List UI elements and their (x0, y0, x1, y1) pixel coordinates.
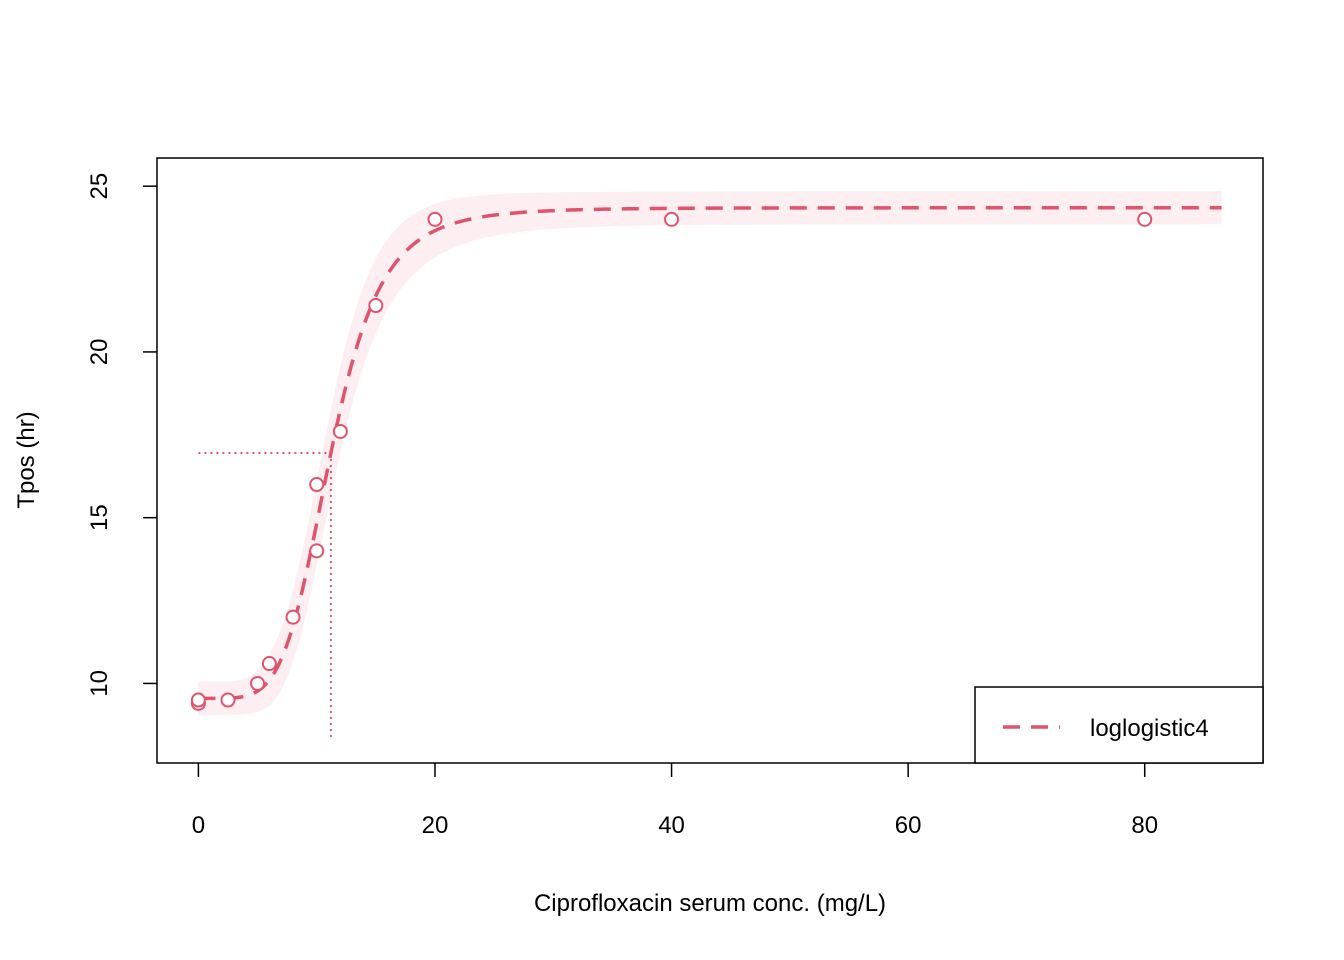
observation-points (190, 211, 1153, 711)
y-tick-label-0: 10 (86, 670, 113, 697)
data-point-2 (220, 692, 236, 708)
x-tick-label-1: 20 (422, 812, 449, 839)
data-point-12 (1137, 211, 1153, 227)
data-point-8 (332, 423, 348, 439)
data-point-5 (285, 609, 301, 625)
data-point-7 (309, 477, 325, 493)
legend-label-loglogistic4: loglogistic4 (1090, 715, 1209, 742)
data-point-10 (427, 211, 443, 227)
legend-box (974, 686, 1264, 764)
legend: loglogistic4 (974, 686, 1264, 764)
x-tick-label-3: 60 (895, 812, 922, 839)
x-tick-label-0: 0 (192, 812, 205, 839)
x-tick-label-4: 80 (1131, 812, 1158, 839)
y-tick-label-2: 20 (86, 339, 113, 366)
data-point-4 (261, 656, 277, 672)
x-axis-label: Ciprofloxacin serum conc. (mg/L) (534, 890, 886, 917)
fitted-curve-layer (198, 205, 1222, 701)
data-point-9 (368, 298, 384, 314)
data-point-3 (250, 675, 266, 691)
confidence-band-layer (198, 191, 1222, 742)
data-point-11 (664, 211, 680, 227)
data-point-1 (190, 692, 206, 708)
data-point-6 (309, 543, 325, 559)
x-tick-label-2: 40 (658, 812, 685, 839)
axes: 0 20 40 60 80 10 15 20 25 (86, 157, 1264, 839)
y-tick-label-1: 15 (86, 504, 113, 531)
fitted-curve-loglogistic4 (198, 205, 1222, 701)
confidence-band (198, 191, 1222, 742)
y-axis-label: Tpos (hr) (13, 411, 40, 508)
plot-box (156, 157, 1264, 764)
ec50-reference-lines (198, 452, 332, 739)
y-tick-label-3: 25 (86, 173, 113, 200)
